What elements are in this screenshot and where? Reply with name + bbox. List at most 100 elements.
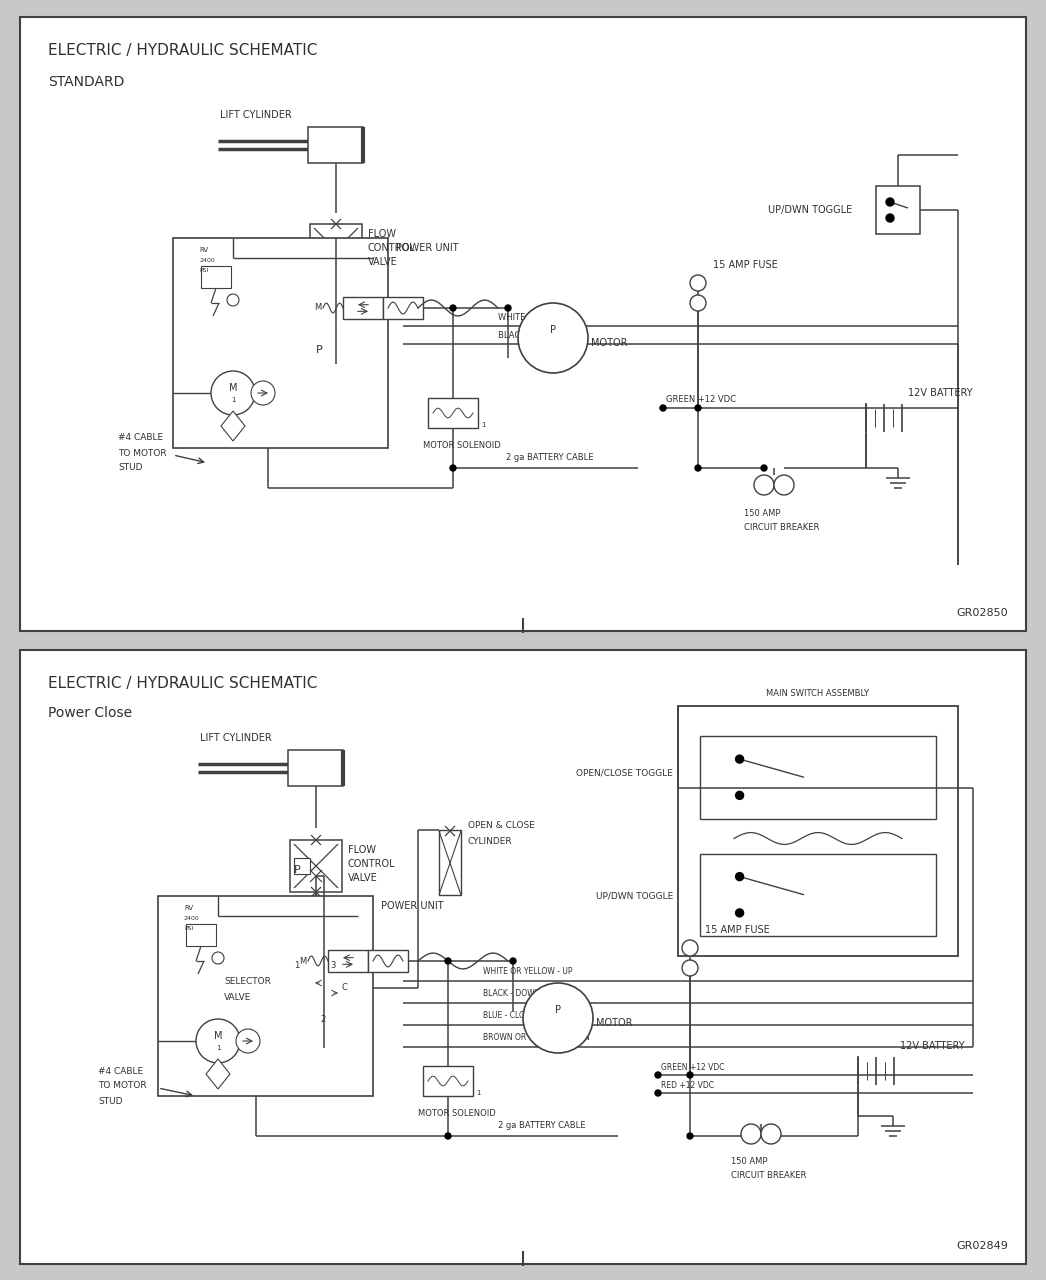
Circle shape bbox=[505, 305, 511, 311]
Circle shape bbox=[445, 1133, 451, 1139]
Text: FLOW: FLOW bbox=[348, 845, 376, 855]
Bar bbox=[314, 242, 329, 259]
Polygon shape bbox=[206, 1059, 230, 1089]
Text: WHITE OR YELLOW - UP: WHITE OR YELLOW - UP bbox=[483, 968, 572, 977]
Text: 1: 1 bbox=[481, 422, 485, 428]
Text: STUD: STUD bbox=[98, 1097, 122, 1106]
Circle shape bbox=[695, 404, 701, 411]
Text: 12V BATTERY: 12V BATTERY bbox=[900, 1041, 964, 1051]
Text: CIRCUIT BREAKER: CIRCUIT BREAKER bbox=[731, 1171, 806, 1180]
Text: GREEN +12 VDC: GREEN +12 VDC bbox=[666, 394, 736, 403]
Text: SELECTOR: SELECTOR bbox=[224, 978, 271, 987]
Text: 15 AMP FUSE: 15 AMP FUSE bbox=[705, 925, 770, 934]
Circle shape bbox=[655, 1091, 661, 1096]
Bar bbox=[294, 858, 310, 874]
Text: #4 CABLE: #4 CABLE bbox=[98, 1066, 143, 1075]
Text: 1: 1 bbox=[215, 1044, 221, 1051]
Bar bbox=[310, 224, 362, 276]
Text: CONTROL: CONTROL bbox=[348, 859, 395, 869]
Text: 2: 2 bbox=[320, 1015, 325, 1024]
Text: 1: 1 bbox=[294, 961, 299, 970]
Text: FLOW: FLOW bbox=[368, 229, 396, 239]
Bar bbox=[186, 924, 217, 946]
Circle shape bbox=[741, 1124, 761, 1144]
Bar bbox=[300, 973, 348, 1004]
Circle shape bbox=[695, 465, 701, 471]
Text: P: P bbox=[555, 1005, 561, 1015]
Circle shape bbox=[735, 873, 744, 881]
Text: 1: 1 bbox=[231, 397, 235, 403]
Circle shape bbox=[761, 465, 767, 471]
Text: STANDARD: STANDARD bbox=[48, 76, 124, 90]
Bar bbox=[383, 297, 423, 319]
Circle shape bbox=[886, 214, 894, 221]
Text: M: M bbox=[213, 1030, 222, 1041]
Circle shape bbox=[445, 957, 451, 964]
Bar bbox=[423, 1066, 473, 1096]
Text: GR02850: GR02850 bbox=[956, 608, 1008, 618]
Circle shape bbox=[212, 952, 224, 964]
Text: VALVE: VALVE bbox=[368, 257, 397, 268]
Bar bbox=[308, 127, 363, 163]
Bar bbox=[158, 896, 373, 1096]
Text: GR02849: GR02849 bbox=[956, 1242, 1008, 1251]
Bar bbox=[368, 950, 408, 972]
Text: 150 AMP: 150 AMP bbox=[731, 1157, 768, 1166]
Polygon shape bbox=[221, 411, 245, 442]
Circle shape bbox=[735, 909, 744, 916]
Text: BLACK - DOWN: BLACK - DOWN bbox=[498, 332, 562, 340]
Text: C: C bbox=[341, 983, 347, 992]
Circle shape bbox=[450, 305, 456, 311]
Circle shape bbox=[227, 294, 238, 306]
Circle shape bbox=[690, 294, 706, 311]
Text: ELECTRIC / HYDRAULIC SCHEMATIC: ELECTRIC / HYDRAULIC SCHEMATIC bbox=[48, 676, 317, 691]
Text: 15 AMP FUSE: 15 AMP FUSE bbox=[713, 260, 778, 270]
Text: P: P bbox=[550, 325, 556, 335]
Text: 2 ga BATTERY CABLE: 2 ga BATTERY CABLE bbox=[506, 453, 593, 462]
Circle shape bbox=[510, 957, 516, 964]
Text: WHITE - UP: WHITE - UP bbox=[498, 314, 545, 323]
Text: M: M bbox=[314, 303, 321, 312]
Circle shape bbox=[655, 1073, 661, 1078]
Text: #4 CABLE: #4 CABLE bbox=[118, 434, 163, 443]
Text: POWER UNIT: POWER UNIT bbox=[381, 901, 444, 911]
Text: OPEN/CLOSE TOGGLE: OPEN/CLOSE TOGGLE bbox=[576, 769, 673, 778]
Text: TO MOTOR: TO MOTOR bbox=[118, 448, 166, 457]
Text: M: M bbox=[299, 956, 306, 965]
Bar bbox=[678, 707, 958, 956]
Text: CIRCUIT BREAKER: CIRCUIT BREAKER bbox=[744, 522, 819, 531]
Text: MOTOR: MOTOR bbox=[596, 1018, 633, 1028]
Text: LIFT CYLINDER: LIFT CYLINDER bbox=[200, 733, 272, 742]
Text: VALVE: VALVE bbox=[224, 993, 251, 1002]
Text: 2400: 2400 bbox=[184, 915, 200, 920]
Circle shape bbox=[196, 1019, 240, 1062]
Circle shape bbox=[735, 791, 744, 800]
Text: VALVE: VALVE bbox=[348, 873, 378, 883]
Circle shape bbox=[660, 404, 666, 411]
Circle shape bbox=[523, 983, 593, 1053]
Text: P: P bbox=[294, 865, 301, 876]
Text: UP/DWN TOGGLE: UP/DWN TOGGLE bbox=[596, 891, 673, 901]
Text: P: P bbox=[316, 346, 323, 355]
Bar bbox=[701, 736, 935, 818]
Text: CONTROL: CONTROL bbox=[368, 243, 415, 253]
Bar bbox=[428, 398, 478, 428]
Text: PSI: PSI bbox=[199, 268, 208, 273]
Text: BLUE - CLOSE: BLUE - CLOSE bbox=[483, 1011, 535, 1020]
Text: BLACK - DOWN: BLACK - DOWN bbox=[483, 989, 541, 998]
Circle shape bbox=[450, 465, 456, 471]
Text: Power Close: Power Close bbox=[48, 707, 132, 719]
Text: CYLINDER: CYLINDER bbox=[468, 837, 513, 846]
Bar bbox=[439, 829, 461, 895]
Text: 2 ga BATTERY CABLE: 2 ga BATTERY CABLE bbox=[498, 1121, 586, 1130]
Bar bbox=[701, 854, 935, 936]
Text: POWER UNIT: POWER UNIT bbox=[396, 243, 458, 253]
Text: BROWN OR ORANGE - OPEN: BROWN OR ORANGE - OPEN bbox=[483, 1033, 590, 1042]
Bar bbox=[173, 238, 388, 448]
Circle shape bbox=[687, 1133, 693, 1139]
Text: RV: RV bbox=[199, 247, 208, 253]
Circle shape bbox=[251, 381, 275, 404]
Text: LIFT CYLINDER: LIFT CYLINDER bbox=[220, 110, 292, 120]
Circle shape bbox=[774, 475, 794, 495]
Text: UP/DWN TOGGLE: UP/DWN TOGGLE bbox=[768, 205, 852, 215]
